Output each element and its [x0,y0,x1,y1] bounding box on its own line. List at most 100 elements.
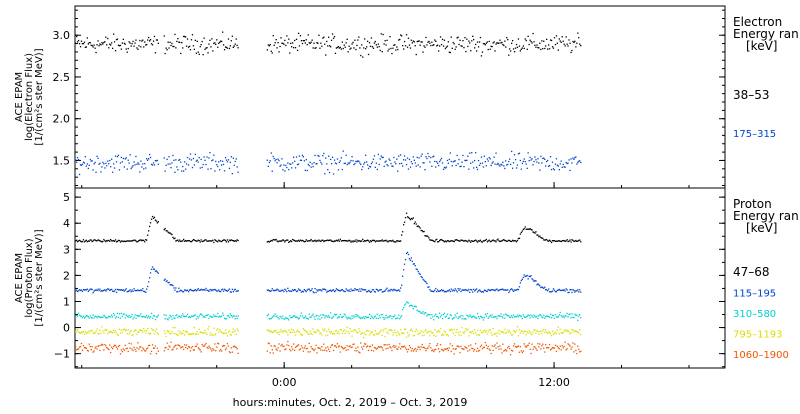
data-point [141,166,143,168]
data-point [560,240,562,243]
data-point [355,239,357,241]
data-point [416,348,418,350]
data-point [297,318,300,320]
data-point [150,218,153,220]
data-point [409,304,412,307]
data-point [408,258,411,260]
data-point [185,36,187,38]
data-point [440,239,443,241]
data-point [366,161,368,163]
data-point [472,240,474,242]
data-point [440,348,443,351]
data-point [88,42,90,44]
data-point [227,331,230,333]
data-point [283,164,285,166]
data-point [91,317,93,319]
data-point [96,155,98,157]
data-point [163,35,165,37]
data-point [129,347,131,349]
data-point [304,240,306,243]
data-point [554,331,557,333]
data-point [316,239,318,242]
data-point [332,349,335,352]
data-point [302,291,304,293]
data-point [420,276,422,278]
data-point [308,165,310,167]
data-point [151,344,154,346]
data-point [454,348,456,350]
data-point [275,158,277,161]
data-point [426,332,428,334]
data-point [266,350,268,352]
data-point [417,270,419,273]
data-point [487,240,489,242]
data-point [383,290,385,292]
data-point [273,315,275,317]
data-point [216,315,218,318]
data-point [222,345,224,347]
data-point [278,318,280,320]
data-point [351,290,353,292]
data-point [220,330,222,332]
data-point [442,168,445,170]
data-point [320,42,322,44]
data-point [94,332,96,334]
data-point [194,345,196,348]
data-point [485,344,487,346]
data-point [315,47,317,49]
data-point [383,328,385,330]
data-point [286,291,288,293]
data-point [344,162,346,164]
data-point [423,230,425,233]
data-point [427,235,429,238]
data-point [467,241,469,243]
data-point [338,240,340,242]
data-point [184,240,186,242]
data-point [307,351,309,353]
data-point [221,240,223,243]
data-point [180,161,182,163]
data-point [513,331,516,333]
data-point [500,348,502,350]
data-point [118,45,121,47]
data-point [91,44,93,47]
data-point [330,163,333,165]
data-point [514,240,517,242]
data-point [286,239,288,241]
data-point [286,331,288,334]
data-point [533,41,535,43]
data-point [313,42,315,44]
data-point [332,37,335,39]
data-point [477,316,480,318]
data-point [512,162,515,164]
data-point [307,163,309,166]
data-point [140,239,142,241]
data-point [378,315,380,317]
data-point [139,239,141,241]
data-point [433,291,435,293]
data-point [389,329,391,331]
data-point [357,39,359,41]
data-point [105,162,107,164]
data-point [111,346,113,348]
data-point [508,315,510,317]
data-point [486,347,488,350]
data-point [542,157,544,160]
data-point [431,41,433,43]
data-point [521,278,523,280]
data-point [157,272,159,274]
data-point [492,316,494,318]
data-point [445,166,448,168]
data-point [153,164,156,166]
data-point [491,314,493,316]
data-point [155,328,158,330]
data-point [562,315,564,317]
data-point [472,330,474,332]
data-point [267,342,269,344]
data-point [374,291,376,293]
data-point [493,333,495,335]
data-point [277,158,279,160]
data-point [191,240,194,242]
data-point [137,331,139,333]
data-point [163,279,165,281]
